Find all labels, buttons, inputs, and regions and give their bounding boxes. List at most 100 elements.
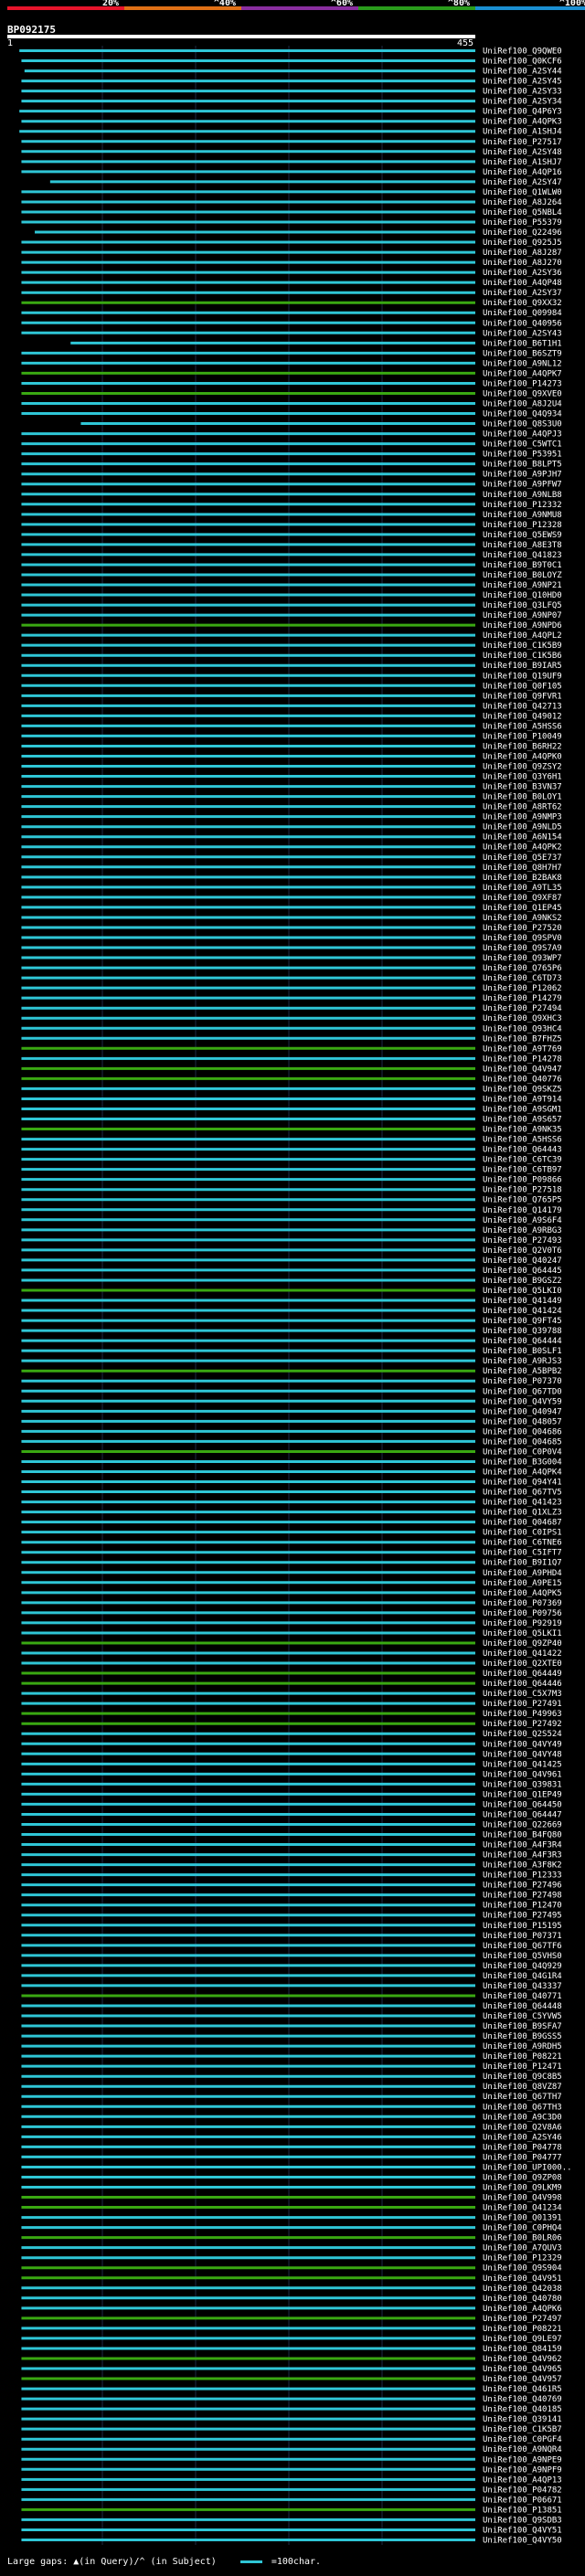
hit-label[interactable]: UniRef100_Q765P6	[483, 964, 562, 973]
hit-row[interactable]: UniRef100_B9IAR5	[21, 662, 562, 671]
hit-row[interactable]: UniRef100_Q04685	[21, 1437, 562, 1447]
hit-row[interactable]: UniRef100_A4F3R4	[21, 1841, 562, 1850]
hit-label[interactable]: UniRef100_Q67TD0	[483, 1387, 562, 1396]
hit-label[interactable]: UniRef100_A2SY45	[483, 78, 562, 87]
hit-row[interactable]: UniRef100_Q9ZP08	[21, 2173, 562, 2182]
hit-row[interactable]: UniRef100_Q4VY59	[21, 1397, 562, 1406]
hit-label[interactable]: UniRef100_A4QP48	[483, 279, 562, 288]
hit-label[interactable]: UniRef100_Q1EP49	[483, 1790, 562, 1799]
hit-row[interactable]: UniRef100_C6TB97	[21, 1166, 562, 1175]
hit-label[interactable]: UniRef100_A6N154	[483, 833, 562, 843]
hit-label[interactable]: UniRef100_A9T914	[483, 1095, 562, 1104]
hit-label[interactable]: UniRef100_A3F8K2	[483, 1861, 562, 1871]
hit-row[interactable]: UniRef100_P07369	[21, 1599, 562, 1608]
hit-label[interactable]: UniRef100_A4QPK5	[483, 1589, 562, 1598]
hit-label[interactable]: UniRef100_Q84159	[483, 2345, 562, 2354]
hit-row[interactable]: UniRef100_Q41823	[21, 551, 562, 560]
hit-label[interactable]: UniRef100_A2SY37	[483, 289, 562, 298]
hit-row[interactable]: UniRef100_P07371	[21, 1932, 562, 1941]
hit-label[interactable]: UniRef100_C0PHQ4	[483, 2224, 562, 2233]
hit-row[interactable]: UniRef100_Q64447	[21, 1810, 562, 1819]
hit-label[interactable]: UniRef100_Q40947	[483, 1407, 562, 1416]
hit-label[interactable]: UniRef100_Q40780	[483, 2295, 562, 2304]
hit-label[interactable]: UniRef100_Q9S904	[483, 2264, 562, 2274]
hit-label[interactable]: UniRef100_Q4Q934	[483, 410, 562, 419]
hit-row[interactable]: UniRef100_Q39141	[21, 2415, 562, 2424]
hit-row[interactable]: UniRef100_Q40185	[21, 2405, 562, 2414]
hit-row[interactable]: UniRef100_P27497	[21, 2315, 562, 2324]
hit-row[interactable]: UniRef100_B9GSS5	[21, 2032, 562, 2041]
hit-row[interactable]: UniRef100_Q93WP7	[21, 954, 562, 963]
hit-label[interactable]: UniRef100_Q2V8A6	[483, 2123, 562, 2132]
hit-label[interactable]: UniRef100_Q4VY49	[483, 1740, 562, 1749]
hit-label[interactable]: UniRef100_A9S657	[483, 1116, 562, 1125]
hit-label[interactable]: UniRef100_Q41423	[483, 1499, 562, 1508]
hit-row[interactable]: UniRef100_Q64443	[21, 1146, 562, 1155]
hit-label[interactable]: UniRef100_P04782	[483, 2486, 562, 2495]
hit-label[interactable]: UniRef100_Q64445	[483, 1267, 562, 1276]
hit-label[interactable]: UniRef100_Q41422	[483, 1649, 562, 1659]
hit-label[interactable]: UniRef100_C6TC39	[483, 1156, 562, 1165]
hit-row[interactable]: UniRef100_Q5EWS9	[21, 531, 562, 540]
hit-label[interactable]: UniRef100_Q9S7A9	[483, 944, 562, 953]
hit-label[interactable]: UniRef100_Q1WLW0	[483, 188, 562, 197]
hit-label[interactable]: UniRef100_A2SY33	[483, 88, 562, 97]
hit-label[interactable]: UniRef100_Q461R5	[483, 2385, 562, 2394]
hit-label[interactable]: UniRef100_B9IAR5	[483, 662, 562, 671]
hit-row[interactable]: UniRef100_Q04687	[21, 1519, 562, 1528]
hit-row[interactable]: UniRef100_A6N154	[21, 833, 562, 843]
hit-row[interactable]: UniRef100_P06671	[21, 2496, 562, 2505]
hit-label[interactable]: UniRef100_P08221	[483, 2325, 562, 2334]
hit-row[interactable]: UniRef100_A4QPK2	[21, 843, 562, 853]
hit-label[interactable]: UniRef100_Q9XHC3	[483, 1014, 562, 1023]
hit-label[interactable]: UniRef100_Q42713	[483, 702, 562, 711]
hit-label[interactable]: UniRef100_P92919	[483, 1619, 562, 1628]
hit-label[interactable]: UniRef100_A4QPK0	[483, 752, 562, 761]
hit-row[interactable]: UniRef100_Q1EP49	[21, 1790, 562, 1799]
hit-label[interactable]: UniRef100_P12062	[483, 984, 562, 993]
hit-row[interactable]: UniRef100_C5IFT7	[21, 1549, 562, 1558]
hit-label[interactable]: UniRef100_Q14179	[483, 1206, 562, 1215]
hit-label[interactable]: UniRef100_P27491	[483, 1700, 562, 1709]
hit-row[interactable]: UniRef100_A2SY45	[21, 78, 562, 87]
hit-label[interactable]: UniRef100_A9NMU8	[483, 511, 562, 520]
hit-label[interactable]: UniRef100_Q8S3U0	[483, 420, 562, 429]
hit-row[interactable]: UniRef100_Q4VY50	[21, 2536, 562, 2545]
hit-label[interactable]: UniRef100_Q9ZSY2	[483, 763, 562, 772]
hit-label[interactable]: UniRef100_B0LOY1	[483, 793, 562, 802]
hit-label[interactable]: UniRef100_B8LPT5	[483, 461, 562, 470]
hit-label[interactable]: UniRef100_Q39831	[483, 1780, 562, 1789]
hit-row[interactable]: UniRef100_A9T914	[21, 1095, 562, 1104]
hit-row[interactable]: UniRef100_P27491	[21, 1700, 562, 1709]
hit-row[interactable]: UniRef100_A2SY44	[24, 68, 562, 77]
hit-row[interactable]: UniRef100_C0PGF4	[21, 2435, 562, 2444]
hit-label[interactable]: UniRef100_C1K5B7	[483, 2425, 562, 2434]
hit-label[interactable]: UniRef100_P27517	[483, 138, 562, 147]
hit-row[interactable]: UniRef100_Q67TD0	[21, 1387, 562, 1396]
hit-row[interactable]: UniRef100_A3F8K2	[21, 1861, 562, 1871]
hit-row[interactable]: UniRef100_Q4Q934	[21, 410, 562, 419]
hit-row[interactable]: UniRef100_Q8VZ87	[21, 2083, 562, 2092]
hit-label[interactable]: UniRef100_P04778	[483, 2143, 562, 2152]
hit-row[interactable]: UniRef100_Q9SPV0	[21, 934, 562, 943]
hit-row[interactable]: UniRef100_Q4V961	[21, 1770, 562, 1779]
hit-row[interactable]: UniRef100_Q3LFQ5	[21, 601, 562, 610]
hit-label[interactable]: UniRef100_Q43337	[483, 1982, 562, 1991]
hit-row[interactable]: UniRef100_P92919	[21, 1619, 562, 1628]
hit-row[interactable]: UniRef100_Q2V0T6	[21, 1246, 562, 1256]
hit-label[interactable]: UniRef100_Q39141	[483, 2415, 562, 2424]
hit-label[interactable]: UniRef100_C1K5B9	[483, 641, 562, 651]
hit-label[interactable]: UniRef100_Q5NBL4	[483, 208, 562, 217]
hit-row[interactable]: UniRef100_A2SY33	[21, 88, 562, 97]
hit-label[interactable]: UniRef100_Q49012	[483, 712, 562, 721]
hit-label[interactable]: UniRef100_A5HSS6	[483, 1136, 562, 1145]
hit-label[interactable]: UniRef100_Q64450	[483, 1800, 562, 1809]
hit-row[interactable]: UniRef100_Q64449	[21, 1670, 562, 1679]
hit-row[interactable]: UniRef100_A9PJH7	[21, 471, 562, 480]
hit-row[interactable]: UniRef100_Q5NBL4	[21, 208, 562, 217]
hit-label[interactable]: UniRef100_Q01391	[483, 2214, 562, 2223]
hit-row[interactable]: UniRef100_Q10HD0	[21, 591, 562, 600]
hit-row[interactable]: UniRef100_Q4P6Y3	[19, 108, 562, 117]
hit-row[interactable]: UniRef100_A9NMP3	[21, 813, 562, 822]
hit-row[interactable]: UniRef100_B0LOYZ	[21, 571, 562, 580]
